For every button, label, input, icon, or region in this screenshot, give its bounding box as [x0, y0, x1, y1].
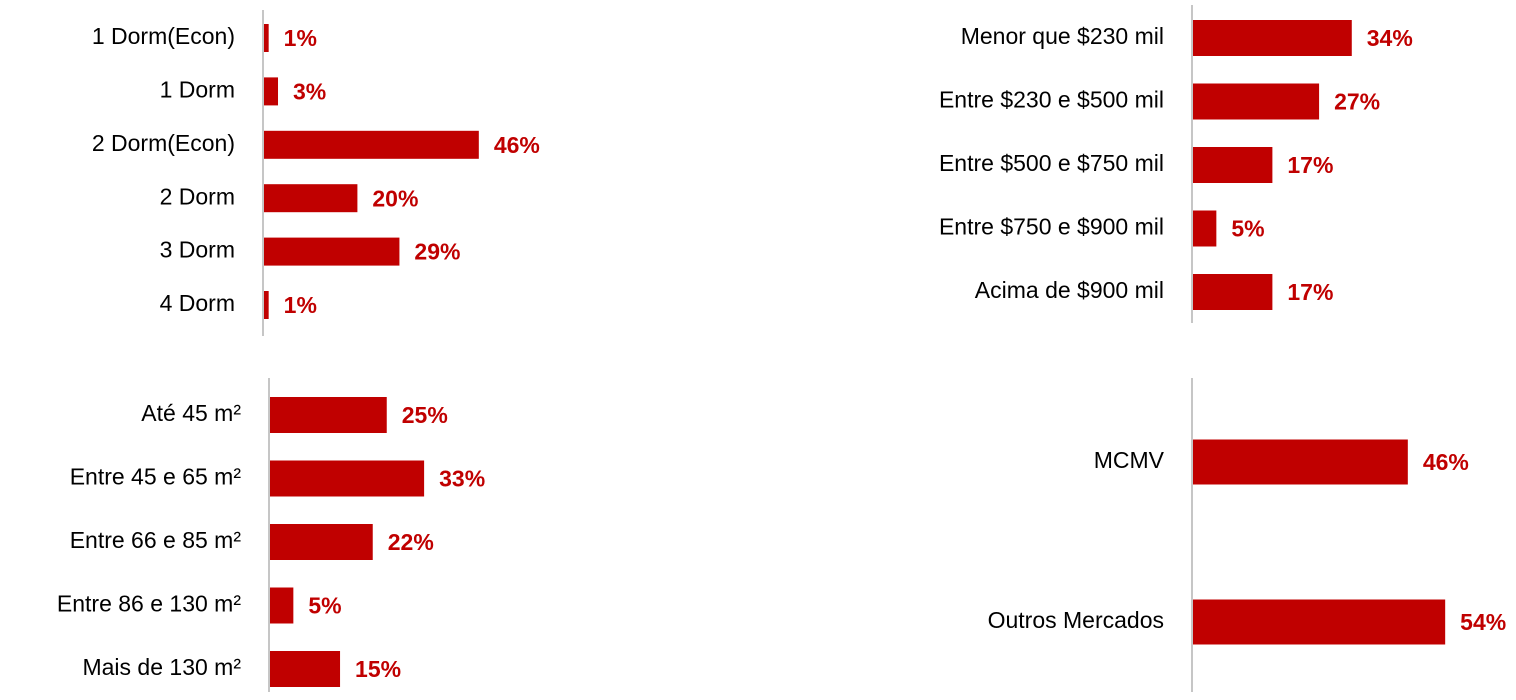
bar: [270, 651, 341, 687]
value-label: 22%: [388, 529, 434, 555]
category-label: MCMV: [1094, 447, 1165, 473]
value-label: 1%: [284, 25, 317, 51]
value-label: 5%: [1231, 216, 1264, 242]
category-label: Entre $500 e $750 mil: [939, 150, 1164, 176]
value-label: 20%: [372, 185, 418, 211]
bar: [1193, 274, 1273, 310]
category-label: Entre $230 e $500 mil: [939, 87, 1164, 113]
bar: [270, 587, 294, 624]
bar: [264, 291, 269, 319]
value-label: 1%: [284, 292, 317, 318]
value-label: 17%: [1287, 279, 1333, 305]
value-label: 46%: [1423, 449, 1469, 475]
bar: [264, 77, 279, 106]
category-label: 1 Dorm: [160, 76, 235, 102]
value-label: 5%: [308, 593, 341, 619]
category-label: 2 Dorm(Econ): [92, 130, 235, 156]
category-label: Até 45 m²: [141, 400, 241, 426]
category-label: Entre 86 e 130 m²: [57, 591, 241, 617]
bar: [270, 460, 425, 497]
bar: [264, 237, 400, 266]
bar: [1193, 599, 1446, 645]
value-label: 15%: [355, 656, 401, 682]
value-label: 34%: [1367, 25, 1413, 51]
value-label: 33%: [439, 466, 485, 492]
bar: [1193, 147, 1273, 183]
category-label: 2 Dorm: [160, 183, 235, 209]
bar: [1193, 210, 1217, 247]
value-label: 54%: [1460, 609, 1506, 635]
bar: [1193, 439, 1408, 485]
bar: [270, 524, 373, 560]
value-label: 29%: [414, 239, 460, 265]
category-label: 4 Dorm: [160, 290, 235, 316]
value-label: 25%: [402, 402, 448, 428]
value-label: 46%: [494, 132, 540, 158]
category-label: Entre $750 e $900 mil: [939, 214, 1164, 240]
bar: [264, 130, 479, 159]
bar: [270, 397, 387, 433]
category-label: Entre 66 e 85 m²: [70, 527, 242, 553]
category-label: Menor que $230 mil: [961, 23, 1164, 49]
category-label: Mais de 130 m²: [82, 654, 241, 680]
category-label: Outros Mercados: [988, 607, 1164, 633]
category-label: 3 Dorm: [160, 237, 235, 263]
category-label: Acima de $900 mil: [975, 277, 1164, 303]
value-label: 17%: [1287, 152, 1333, 178]
bar: [1193, 20, 1352, 56]
value-label: 27%: [1334, 89, 1380, 115]
value-label: 3%: [293, 78, 326, 104]
category-label: 1 Dorm(Econ): [92, 23, 235, 49]
category-label: Entre 45 e 65 m²: [70, 464, 242, 490]
bar: [1193, 83, 1320, 120]
bar: [264, 24, 269, 52]
bar: [264, 184, 358, 213]
